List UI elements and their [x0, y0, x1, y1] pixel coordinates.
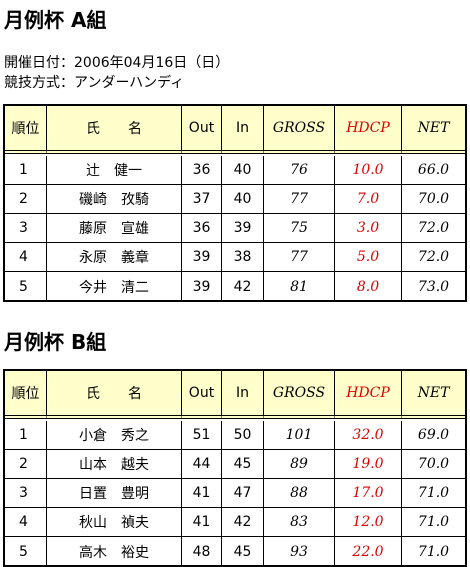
data-cell: 40 [222, 156, 264, 185]
data-cell: 71.0 [402, 508, 465, 537]
data-cell: 83 [264, 508, 335, 537]
header-cell: HDCP [335, 106, 402, 154]
data-cell: 5 [5, 537, 47, 566]
header-cell: 順位 [5, 371, 47, 419]
data-cell: 秋山 禎夫 [47, 508, 182, 537]
data-cell: 10.0 [335, 156, 402, 185]
data-cell: 山本 越夫 [47, 450, 182, 479]
data-cell: 12.0 [335, 508, 402, 537]
header-cell: 氏 名 [47, 371, 182, 419]
header-cell: In [222, 106, 264, 154]
data-cell: 89 [264, 450, 335, 479]
data-cell: 72.0 [402, 243, 465, 272]
data-cell: 1 [5, 156, 47, 185]
data-cell: 51 [182, 421, 222, 450]
header-cell: NET [402, 371, 465, 419]
data-cell: 50 [222, 421, 264, 450]
data-cell: 41 [182, 508, 222, 537]
info-format: 競技方式：アンダーハンディ [4, 75, 185, 91]
data-cell: 73.0 [417, 278, 450, 295]
data-cell: 39 [222, 214, 264, 243]
data-cell: 71.0 [402, 479, 465, 508]
data-cell: 40 [222, 185, 264, 214]
data-cell: 75 [264, 214, 335, 243]
data-cell: 3 [5, 479, 47, 508]
data-cell: 1 [5, 421, 47, 450]
data-cell: 77 [264, 185, 335, 214]
data-cell: 70.0 [402, 185, 465, 214]
data-cell: 70.0 [402, 450, 465, 479]
data-cell: 7.0 [335, 185, 402, 214]
data-cell: 39 [182, 243, 222, 272]
header-cell: 順位 [5, 106, 47, 154]
data-cell: 36 [182, 156, 222, 185]
data-cell: 4 [5, 243, 47, 272]
data-cell: 高木 裕史 [47, 537, 182, 566]
data-cell: 辻 健一 [47, 156, 182, 185]
data-cell: 47 [222, 479, 264, 508]
data-cell: 3.0 [335, 214, 402, 243]
data-cell: 2 [5, 450, 47, 479]
data-cell: 5 [5, 272, 47, 301]
data-cell: 48 [182, 537, 222, 566]
data-cell: 藤原 宣雄 [47, 214, 182, 243]
data-cell: 44 [182, 450, 222, 479]
group-title: 月例杯 A組 [4, 8, 107, 32]
data-cell: 19.0 [335, 450, 402, 479]
data-cell: 42 [222, 508, 264, 537]
data-cell: 81 [264, 272, 335, 301]
data-cell: 5.0 [335, 243, 402, 272]
data-cell: 8.0 [335, 272, 402, 301]
data-cell: 小倉 秀之 [47, 421, 182, 450]
data-cell: 今井 清二 [47, 272, 182, 301]
data-cell: 45 [222, 537, 264, 566]
data-cell: 永原 義章 [47, 243, 182, 272]
group-title: 月例杯 B組 [4, 330, 107, 354]
data-cell: 45 [222, 450, 264, 479]
header-cell: 氏 名 [47, 106, 182, 154]
header-cell: Out [182, 106, 222, 154]
data-cell: 88 [264, 479, 335, 508]
data-cell: 41 [182, 479, 222, 508]
data-cell: 76 [264, 156, 335, 185]
data-cell: 4 [5, 508, 47, 537]
data-cell: 38 [222, 243, 264, 272]
data-cell: 日置 豊明 [47, 479, 182, 508]
data-cell: 37 [182, 185, 222, 214]
header-cell: GROSS [264, 106, 335, 154]
data-cell: 42 [222, 272, 264, 301]
header-cell: HDCP [335, 371, 402, 419]
data-cell: 36 [182, 214, 222, 243]
header-cell: GROSS [264, 371, 335, 419]
data-cell: 101 [264, 421, 335, 450]
data-cell: 72.0 [402, 214, 465, 243]
data-cell: 66.0 [402, 156, 465, 185]
data-cell: 77 [264, 243, 335, 272]
data-cell: 17.0 [335, 479, 402, 508]
data-cell: 3 [5, 214, 47, 243]
data-cell: 93 [264, 537, 335, 566]
score-table: 順位氏 名 Out In GROSS HDCP NET 1 小倉 秀之 51 50 101 32.0 6… [3, 369, 467, 567]
header-cell: Out [182, 371, 222, 419]
header-cell: NET [402, 106, 465, 154]
data-cell: 磯崎 孜騎 [47, 185, 182, 214]
data-cell: 71.0 [417, 543, 450, 560]
data-cell: 22.0 [335, 537, 402, 566]
data-cell: 39 [182, 272, 222, 301]
info-date: 開催日付：2006年04月16日（日） [4, 55, 230, 71]
header-cell: In [222, 371, 264, 419]
data-cell: 69.0 [402, 421, 465, 450]
data-cell: 32.0 [335, 421, 402, 450]
data-cell: 2 [5, 185, 47, 214]
score-table: 順位氏 名 Out In GROSS HDCP NET 1 辻 健一 36 40 76 10.0 66.… [3, 104, 467, 302]
